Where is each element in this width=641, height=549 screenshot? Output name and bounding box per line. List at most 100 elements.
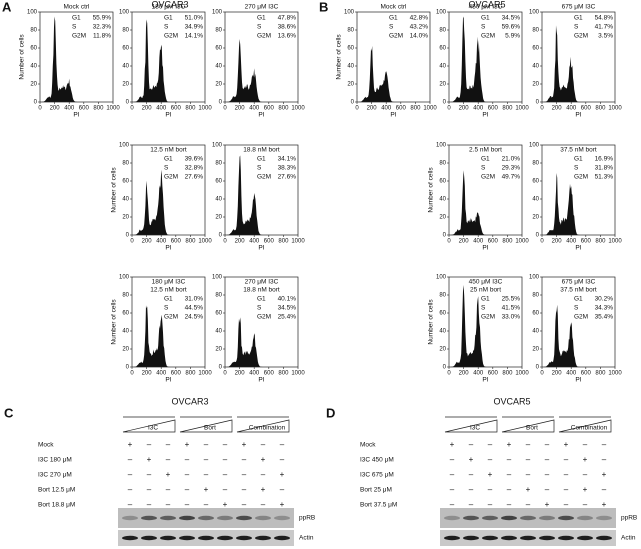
x-tick-label: 1000 xyxy=(291,239,305,245)
x-tick-label: 200 xyxy=(367,106,378,112)
treatment-sign: – xyxy=(147,485,152,494)
y-tick-label: 100 xyxy=(436,275,447,281)
histogram xyxy=(449,16,522,102)
y-axis-label: Number of cells xyxy=(428,299,435,345)
condition-label: 675 μM I3C xyxy=(562,279,596,286)
blot-band xyxy=(217,535,233,541)
phase-name: S xyxy=(72,24,77,31)
phase-value: 3.5% xyxy=(598,33,613,40)
blot-band xyxy=(217,515,233,521)
blot-band xyxy=(179,535,195,541)
x-tick-label: 1000 xyxy=(515,371,529,377)
condition-label: 18.8 nM bort xyxy=(243,147,280,154)
y-tick-label: 0 xyxy=(351,100,355,106)
phase-name: G1 xyxy=(257,296,266,303)
phase-value: 41.5% xyxy=(502,305,521,312)
y-tick-label: 80 xyxy=(215,28,222,34)
plot-frame xyxy=(39,11,114,103)
treatment-label: Bort 37.5 μM xyxy=(360,502,397,509)
y-tick-label: 100 xyxy=(344,10,355,16)
treatment-sign: – xyxy=(564,455,569,464)
treatment-label: I3C 180 μM xyxy=(38,457,72,464)
panel-letter: C xyxy=(4,405,14,420)
x-tick-label: 1000 xyxy=(198,371,212,377)
treatment-sign: + xyxy=(280,470,285,479)
blot-band xyxy=(160,535,176,541)
y-tick-label: 60 xyxy=(439,46,446,52)
treatment-sign: – xyxy=(469,485,474,494)
x-tick-label: 400 xyxy=(249,106,260,112)
y-tick-label: 80 xyxy=(439,293,446,299)
phase-name: G1 xyxy=(389,15,398,22)
treatment-sign: – xyxy=(488,440,493,449)
x-tick-label: 600 xyxy=(171,239,182,245)
x-tick-label: 400 xyxy=(249,371,260,377)
condition-label: 12.5 nM bort xyxy=(150,287,187,294)
condition-label: 2.5 nM bort xyxy=(469,147,502,154)
panel-letter: D xyxy=(326,405,335,420)
histogram xyxy=(225,39,298,102)
blot-band xyxy=(482,535,498,541)
y-tick-label: 0 xyxy=(34,100,38,106)
blot-band xyxy=(539,515,555,521)
y-tick-label: 80 xyxy=(215,161,222,167)
dose-wedge xyxy=(122,419,176,433)
y-axis-label: Number of cells xyxy=(19,34,26,80)
treatment-sign: – xyxy=(166,440,171,449)
x-tick-label: 200 xyxy=(50,106,61,112)
treatment-sign: – xyxy=(507,485,512,494)
treatment-sign: – xyxy=(450,470,455,479)
y-tick-label: 0 xyxy=(126,100,130,106)
phase-name: S xyxy=(574,24,579,31)
y-tick-label: 40 xyxy=(122,329,129,335)
y-tick-label: 60 xyxy=(532,311,539,317)
x-tick-label: 1000 xyxy=(608,371,622,377)
x-tick-label: 800 xyxy=(502,239,513,245)
panel-title: OVCAR5 xyxy=(468,0,505,9)
phase-value: 31.8% xyxy=(595,165,614,172)
treatment-label: Bort 18.8 μM xyxy=(38,502,75,509)
x-tick-label: 800 xyxy=(410,106,421,112)
treatment-sign: – xyxy=(223,440,228,449)
phase-value: 16.9% xyxy=(595,156,614,163)
plot-frame xyxy=(356,11,431,103)
histogram xyxy=(542,25,615,102)
x-tick-label: 600 xyxy=(488,106,499,112)
y-tick-label: 40 xyxy=(122,197,129,203)
phase-name: G1 xyxy=(481,156,490,163)
phase-value: 59.6% xyxy=(502,24,521,31)
phase-value: 34.9% xyxy=(185,24,204,31)
treatment-sign: – xyxy=(204,455,209,464)
treatment-sign: + xyxy=(602,470,607,479)
blot-strip xyxy=(118,508,294,528)
plot-frame xyxy=(224,144,299,236)
x-tick-label: 800 xyxy=(595,106,606,112)
x-tick-label: 200 xyxy=(235,371,246,377)
x-tick-label: 200 xyxy=(235,106,246,112)
treatment-sign: – xyxy=(450,455,455,464)
phase-name: G2M xyxy=(481,33,495,40)
treatment-sign: – xyxy=(602,440,607,449)
treatment-sign: – xyxy=(128,455,133,464)
y-tick-label: 100 xyxy=(212,10,223,16)
x-axis-label: PI xyxy=(258,377,264,384)
blot-band xyxy=(501,515,517,521)
x-tick-label: 0 xyxy=(223,371,227,377)
x-tick-label: 400 xyxy=(156,106,167,112)
condition-label: 675 μM I3C xyxy=(562,4,596,11)
y-tick-label: 80 xyxy=(30,28,37,34)
x-tick-label: 0 xyxy=(447,239,451,245)
blot-band xyxy=(463,515,479,521)
x-tick-label: 600 xyxy=(581,239,592,245)
x-tick-label: 800 xyxy=(93,106,104,112)
phase-name: S xyxy=(481,165,486,172)
y-tick-label: 0 xyxy=(443,365,447,371)
condition-label: 180 μM I3C xyxy=(152,279,186,286)
phase-name: S xyxy=(257,165,262,172)
phase-value: 54.8% xyxy=(595,15,614,22)
blot-band xyxy=(577,535,593,541)
histogram xyxy=(132,169,205,235)
y-tick-label: 0 xyxy=(443,233,447,239)
phase-value: 14.0% xyxy=(410,33,429,40)
blot-band xyxy=(558,515,574,521)
